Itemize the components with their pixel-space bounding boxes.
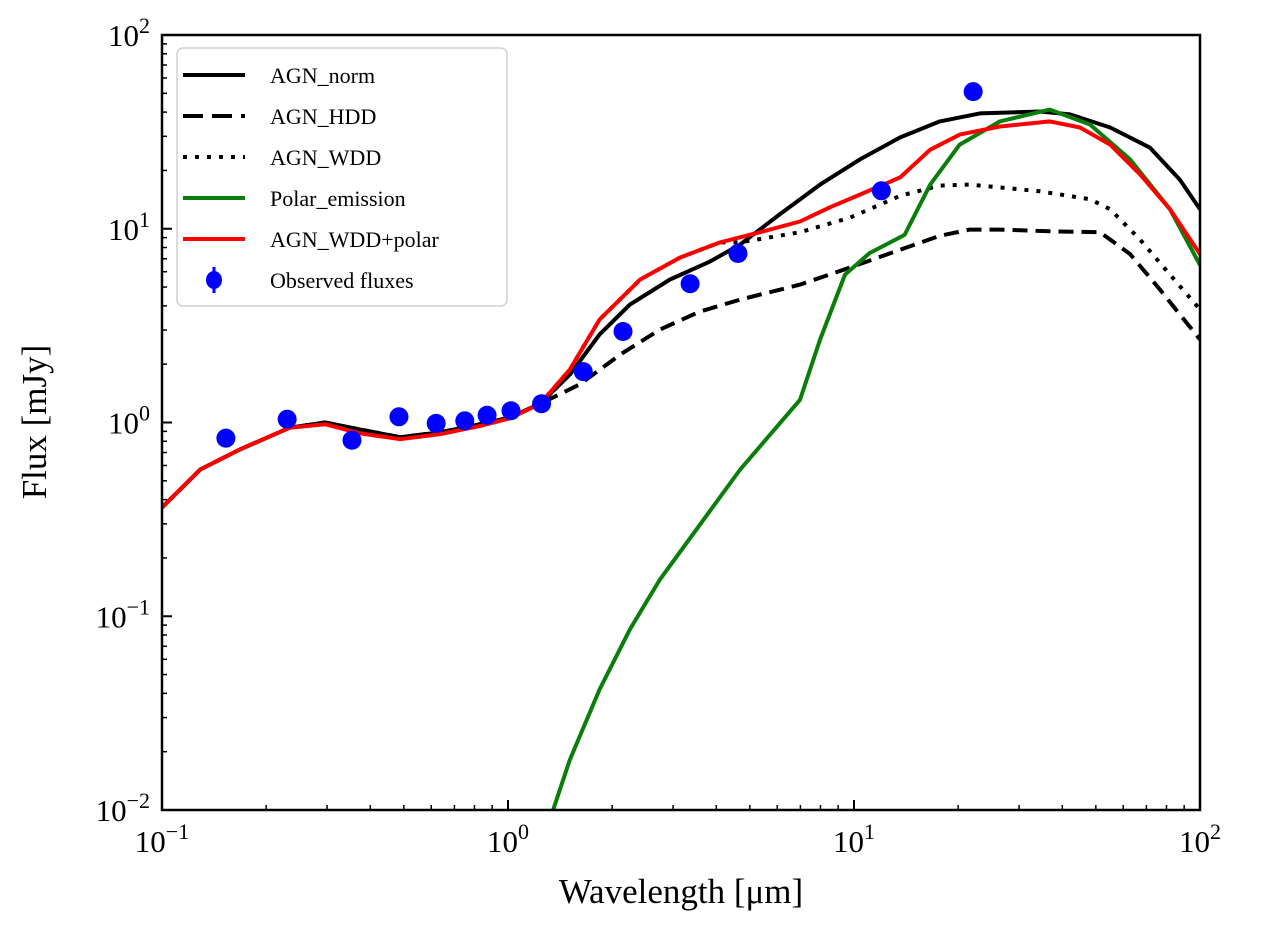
y-axis-label: Flux [mJy] [15,345,54,500]
legend-frame [176,47,508,307]
legend: AGN_norm AGN_HDD AGN_WDD Polar_emission AGN_… [176,47,508,307]
legend-label: AGN_HDD [270,104,376,129]
observed-point [573,362,593,382]
observed-point [389,407,409,427]
legend-item-observed-fluxes: Observed fluxes [206,267,414,293]
legend-label: AGN_norm [270,63,375,88]
observed-point [216,428,236,448]
observed-points-layer [216,82,983,450]
legend-item-agn-wdd-polar: AGN_WDD+polar [183,227,439,252]
legend-item-agn-wdd: AGN_WDD [183,145,381,170]
observed-point [455,411,475,431]
y-tick-label: 102 [108,13,150,53]
observed-point [342,430,362,450]
observed-point [532,394,552,414]
observed-point [613,321,633,341]
observed-point [871,181,891,201]
observed-point [680,274,700,294]
legend-item-agn-hdd: AGN_HDD [183,104,376,129]
series-agn-wdd [162,182,1200,509]
observed-point [426,413,446,433]
x-tick-label: 101 [833,819,875,859]
legend-label: AGN_WDD [270,145,381,170]
legend-label: Polar_emission [270,186,406,211]
series-polar-emission [551,107,1200,810]
y-tick-label: 10−2 [96,788,150,828]
legend-item-polar-emission: Polar_emission [183,186,406,211]
y-tick-label: 10−1 [96,594,150,634]
x-tick-label: 10−1 [135,819,189,859]
x-axis-label: Wavelength [μm] [559,872,803,911]
observed-point [501,401,521,421]
x-tick-label: 102 [1179,819,1221,859]
legend-label: AGN_WDD+polar [270,227,439,252]
observed-point [728,244,748,264]
y-tick-label: 101 [108,207,150,247]
observed-point [477,405,497,425]
observed-point [963,82,983,102]
legend-marker [206,271,222,289]
observed-point [277,409,297,429]
y-tick-label: 100 [108,401,150,441]
x-tick-label: 100 [487,819,529,859]
legend-label: Observed fluxes [270,268,414,293]
plot-frame [160,33,1202,812]
legend-item-agn-norm: AGN_norm [183,63,375,88]
